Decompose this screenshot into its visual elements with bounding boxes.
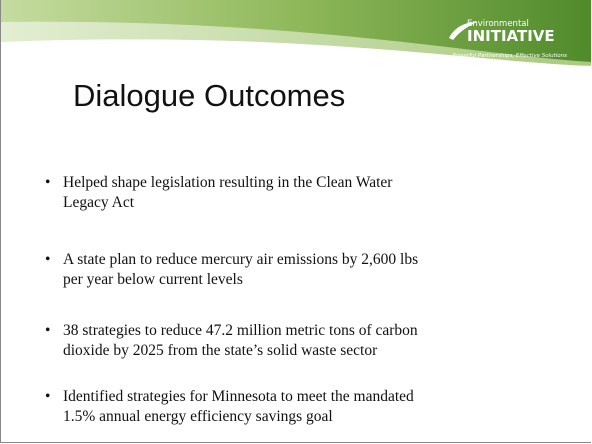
- bullet-line: Identified strategies for Minnesota to m…: [63, 388, 414, 405]
- bullet-dot: •: [45, 251, 51, 268]
- bullet: • A state plan to reduce mercury air emis…: [45, 250, 418, 290]
- bullet-line: 38 strategies to reduce 47.2 million met…: [63, 322, 418, 339]
- bullet-line: per year below current levels: [63, 271, 243, 288]
- header-band: Environmental INITIATIVE Powerful Partne…: [1, 0, 591, 66]
- bullet: • 38 strategies to reduce 47.2 million me…: [45, 321, 418, 361]
- bullet-line: dioxide by 2025 from the state’s solid w…: [63, 342, 378, 359]
- bullet-line: A state plan to reduce mercury air emiss…: [63, 251, 419, 268]
- logo-name: INITIATIVE: [467, 27, 555, 45]
- header-wave-dark: [1, 0, 591, 62]
- bullet-line: Helped shape legislation resulting in th…: [63, 174, 393, 191]
- bullet: • Identified strategies for Minnesota to …: [45, 387, 414, 427]
- bullet-dot: •: [45, 388, 51, 405]
- logo-top: Environmental: [467, 19, 529, 29]
- bullet-line: Legacy Act: [63, 194, 135, 211]
- bullet: • Helped shape legislation resulting in t…: [45, 173, 392, 213]
- slide-title: Dialogue Outcomes: [73, 78, 346, 113]
- logo-tagline: Powerful Partnerships, Effective Solutio…: [452, 53, 567, 59]
- bullet-line: 1.5% annual energy efficiency savings go…: [63, 408, 333, 425]
- bullet-dot: •: [45, 174, 51, 191]
- bullet-dot: •: [45, 322, 51, 339]
- logo-leaf: [449, 22, 477, 40]
